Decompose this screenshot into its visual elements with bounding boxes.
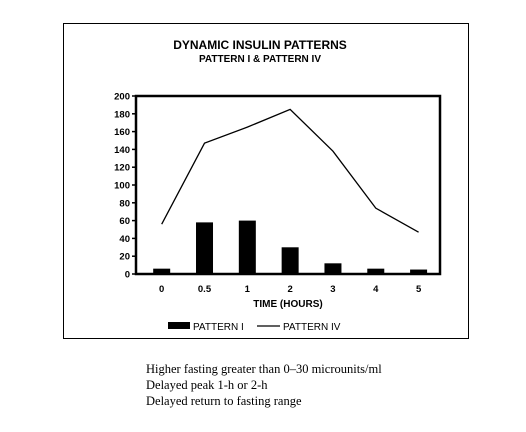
x-tick-label: 0.5: [198, 284, 212, 295]
bar-pattern-i: [410, 269, 428, 274]
x-tick-label: 0: [159, 284, 164, 295]
y-tick-label: 140: [114, 145, 130, 156]
legend: PATTERN I PATTERN IV: [168, 322, 341, 333]
x-tick-label: 4: [373, 284, 379, 295]
bar-pattern-i: [238, 220, 256, 274]
chart-frame: [63, 23, 469, 339]
legend-label-pattern-iv: PATTERN IV: [283, 322, 341, 333]
y-tick-label: 160: [114, 127, 130, 138]
y-tick-label: 40: [119, 234, 130, 245]
y-tick-label: 200: [114, 92, 130, 103]
pattern-i-bars: [153, 220, 428, 274]
x-tick-label: 2: [287, 284, 292, 295]
caption-line: Delayed return to fasting range: [146, 394, 302, 408]
x-tick-label: 3: [330, 284, 335, 295]
x-tick-label: 5: [416, 284, 422, 295]
pattern-iv-line: [161, 108, 419, 233]
bar-pattern-i: [324, 263, 342, 274]
bar-pattern-i: [281, 247, 299, 274]
bar-pattern-i: [367, 268, 385, 274]
caption: Higher fasting greater than 0–30 microun…: [146, 361, 506, 409]
y-tick-label: 80: [119, 198, 130, 209]
legend-label-pattern-i: PATTERN I: [193, 322, 244, 333]
chart-title: DYNAMIC INSULIN PATTERNS: [173, 38, 347, 52]
bar-pattern-i: [196, 222, 214, 274]
x-axis-ticks: 0 0.5 1 2 3 4 5: [159, 284, 422, 295]
plot-area-border: [134, 94, 442, 276]
y-tick-label: 100: [114, 181, 130, 192]
x-tick-label: 1: [245, 284, 251, 295]
y-tick-label: 0: [125, 270, 130, 281]
y-tick-label: 60: [119, 216, 130, 227]
y-tick-label: 120: [114, 163, 130, 174]
legend-swatch-pattern-i: [168, 322, 190, 329]
y-axis-ticks: 0 20 40 60 80 100 120 140 160 180 200: [114, 92, 136, 281]
y-tick-label: 180: [114, 109, 130, 120]
bar-pattern-i: [153, 268, 171, 274]
caption-line: Higher fasting greater than 0–30 microun…: [146, 362, 382, 376]
caption-line: Delayed peak 1-h or 2-h: [146, 378, 268, 392]
chart-subtitle: PATTERN I & PATTERN IV: [199, 54, 321, 65]
x-axis-label: TIME (HOURS): [253, 299, 322, 310]
y-tick-label: 20: [119, 252, 130, 263]
